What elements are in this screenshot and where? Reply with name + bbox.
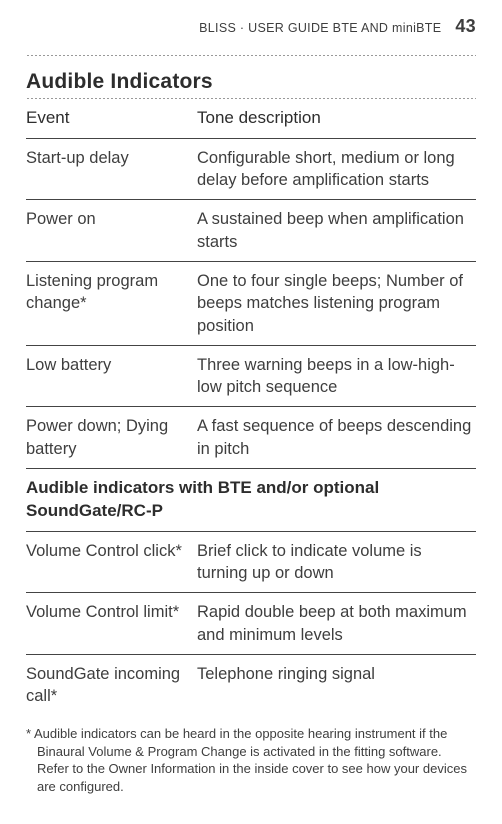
table-row: Listening program change* One to four si… — [26, 261, 476, 345]
cell-desc: Brief click to indicate volume is turnin… — [197, 540, 476, 585]
cell-event: Volume Control limit* — [26, 601, 197, 646]
divider-dotted — [26, 55, 476, 56]
table-row: Power down; Dying battery A fast sequenc… — [26, 406, 476, 468]
cell-desc: Telephone ringing signal — [197, 663, 476, 708]
cell-event: Power on — [26, 208, 197, 253]
running-head-text: BLISS · USER GUIDE BTE AND miniBTE — [199, 21, 441, 35]
cell-event: Power down; Dying battery — [26, 415, 197, 460]
footnote: * Audible indicators can be heard in the… — [26, 725, 476, 795]
column-header-desc: Tone description — [197, 107, 476, 130]
cell-event: Low battery — [26, 354, 197, 399]
table-header-row: Event Tone description — [26, 99, 476, 138]
page-number: 43 — [455, 16, 476, 37]
column-header-event: Event — [26, 107, 197, 130]
table-subheading: Audible indicators with BTE and/or optio… — [26, 468, 476, 531]
cell-desc: Rapid double beep at both maximum and mi… — [197, 601, 476, 646]
cell-desc: A sustained beep when amplification star… — [197, 208, 476, 253]
table-row: Volume Control limit* Rapid double beep … — [26, 592, 476, 654]
cell-event: Volume Control click* — [26, 540, 197, 585]
table-row: Power on A sustained beep when amplifica… — [26, 199, 476, 261]
table-row: Start-up delay Configurable short, mediu… — [26, 138, 476, 200]
running-head: BLISS · USER GUIDE BTE AND miniBTE 43 — [26, 16, 476, 37]
cell-desc: Configurable short, medium or long delay… — [197, 147, 476, 192]
cell-desc: One to four single beeps; Number of beep… — [197, 270, 476, 337]
cell-event: Listening program change* — [26, 270, 197, 337]
table-row: SoundGate incoming call* Telephone ringi… — [26, 654, 476, 716]
cell-desc: A fast sequence of beeps descending in p… — [197, 415, 476, 460]
page: BLISS · USER GUIDE BTE AND miniBTE 43 Au… — [0, 0, 502, 824]
cell-event: Start-up delay — [26, 147, 197, 192]
section-title: Audible Indicators — [26, 70, 476, 94]
table-row: Volume Control click* Brief click to ind… — [26, 531, 476, 593]
cell-event: SoundGate incoming call* — [26, 663, 197, 708]
table-row: Low battery Three warning beeps in a low… — [26, 345, 476, 407]
cell-desc: Three warning beeps in a low-high-low pi… — [197, 354, 476, 399]
